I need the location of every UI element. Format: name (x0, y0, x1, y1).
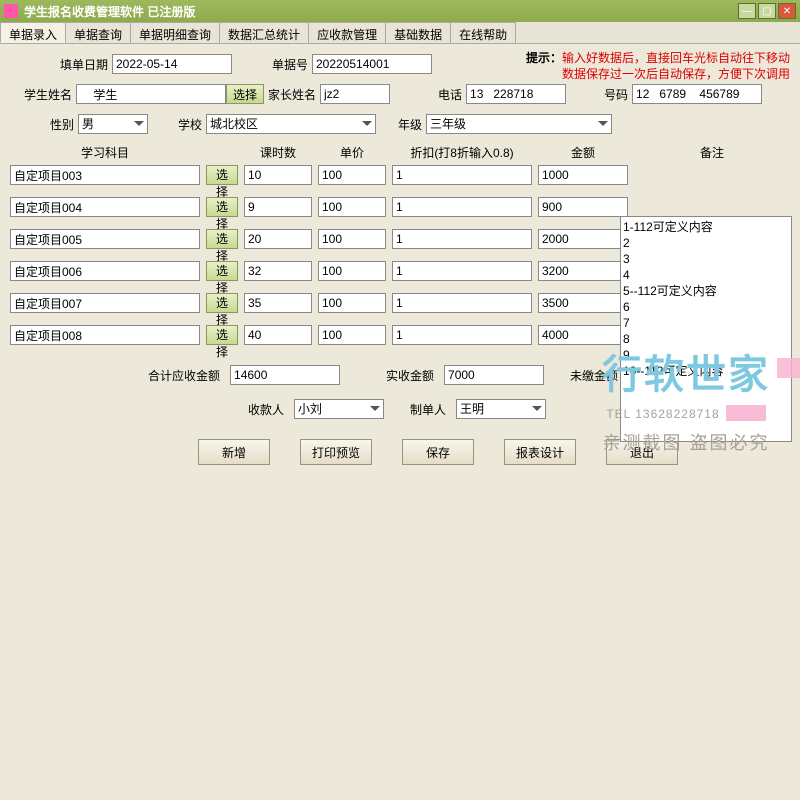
tab-5[interactable]: 基础数据 (385, 22, 451, 43)
total-due-input[interactable] (230, 365, 340, 385)
hours-input[interactable] (244, 293, 312, 313)
select-student-button[interactable]: 选择 (226, 84, 264, 104)
hours-input[interactable] (244, 165, 312, 185)
tab-6[interactable]: 在线帮助 (450, 22, 516, 43)
course-name-input[interactable] (10, 165, 200, 185)
discount-input[interactable] (392, 197, 532, 217)
minimize-button[interactable]: — (738, 3, 756, 19)
hint-text: 提示：输入好数据后，直接回车光标自动往下移动 数据保存过一次后自动保存，方便下次… (526, 50, 790, 82)
label-gender: 性别 (48, 116, 78, 133)
hdr-remark: 备注 (634, 144, 790, 161)
titlebar: 学生报名收费管理软件 已注册版 — ▢ ✕ (0, 0, 800, 22)
parent-name-input[interactable] (320, 84, 390, 104)
doc-no-input[interactable] (312, 54, 432, 74)
tab-bar: 单据录入单据查询单据明细查询数据汇总统计应收款管理基础数据在线帮助 (0, 22, 800, 44)
action-button-0[interactable]: 新增 (198, 439, 270, 465)
label-stu-name: 学生姓名 (22, 86, 76, 103)
course-name-input[interactable] (10, 261, 200, 281)
discount-input[interactable] (392, 229, 532, 249)
watermark-line3: 亲测截图 盗图必究 (602, 429, 770, 455)
close-button[interactable]: ✕ (778, 3, 796, 19)
column-headers: 学习科目 课时数 单价 折扣(打8折输入0.8) 金额 备注 (8, 144, 792, 161)
price-input[interactable] (318, 293, 386, 313)
discount-input[interactable] (392, 165, 532, 185)
select-course-button[interactable]: 选择 (206, 197, 238, 217)
course-name-input[interactable] (10, 197, 200, 217)
amount-input[interactable] (538, 197, 628, 217)
cashier-select[interactable]: 小刘 (294, 399, 384, 419)
label-doc-no: 单据号 (252, 56, 312, 73)
discount-input[interactable] (392, 325, 532, 345)
tab-1[interactable]: 单据查询 (65, 22, 131, 43)
hdr-price: 单价 (318, 144, 386, 161)
hours-input[interactable] (244, 229, 312, 249)
select-course-button[interactable]: 选择 (206, 261, 238, 281)
label-parent: 家长姓名 (264, 86, 320, 103)
tel-input[interactable] (466, 84, 566, 104)
idno-input[interactable] (632, 84, 762, 104)
label-maker: 制单人 (410, 401, 450, 418)
hint-line1: 输入好数据后，直接回车光标自动往下移动 (562, 51, 790, 65)
discount-input[interactable] (392, 261, 532, 281)
hdr-amount: 金额 (538, 144, 628, 161)
grade-select[interactable]: 三年级 (426, 114, 612, 134)
select-course-button[interactable]: 选择 (206, 325, 238, 345)
student-name-input[interactable] (76, 84, 226, 104)
gender-select[interactable]: 男 (78, 114, 148, 134)
course-name-input[interactable] (10, 325, 200, 345)
price-input[interactable] (318, 197, 386, 217)
label-school: 学校 (162, 116, 206, 133)
select-course-button[interactable]: 选择 (206, 293, 238, 313)
course-name-input[interactable] (10, 229, 200, 249)
price-input[interactable] (318, 165, 386, 185)
fill-date-input[interactable] (112, 54, 232, 74)
app-icon (4, 4, 18, 18)
school-select[interactable]: 城北校区 (206, 114, 376, 134)
paid-input[interactable] (444, 365, 544, 385)
amount-input[interactable] (538, 261, 628, 281)
tab-2[interactable]: 单据明细查询 (130, 22, 220, 43)
amount-input[interactable] (538, 293, 628, 313)
label-fill-date: 填单日期 (58, 56, 112, 73)
select-course-button[interactable]: 选择 (206, 229, 238, 249)
price-input[interactable] (318, 261, 386, 281)
label-idno: 号码 (582, 86, 632, 103)
tab-0[interactable]: 单据录入 (0, 22, 66, 43)
label-cashier: 收款人 (248, 401, 288, 418)
amount-input[interactable] (538, 165, 628, 185)
hint-prefix: 提示： (526, 51, 562, 65)
price-input[interactable] (318, 229, 386, 249)
maximize-button[interactable]: ▢ (758, 3, 776, 19)
label-paid: 实收金额 (386, 367, 438, 384)
course-row: 选择 (8, 165, 792, 185)
price-input[interactable] (318, 325, 386, 345)
watermark: 行软世家 TEL 13628228718 亲测截图 盗图必究 (602, 342, 770, 455)
hours-input[interactable] (244, 325, 312, 345)
amount-input[interactable] (538, 229, 628, 249)
hdr-discount: 折扣(打8折输入0.8) (392, 144, 532, 161)
action-button-1[interactable]: 打印预览 (300, 439, 372, 465)
hours-input[interactable] (244, 261, 312, 281)
label-total-due: 合计应收金额 (148, 367, 224, 384)
window-title: 学生报名收费管理软件 已注册版 (24, 3, 736, 20)
discount-input[interactable] (392, 293, 532, 313)
course-row: 选择 (8, 197, 792, 217)
label-grade: 年级 (386, 116, 426, 133)
label-tel: 电话 (410, 86, 466, 103)
hours-input[interactable] (244, 197, 312, 217)
action-button-3[interactable]: 报表设计 (504, 439, 576, 465)
maker-select[interactable]: 王明 (456, 399, 546, 419)
content-area: 提示：输入好数据后，直接回车光标自动往下移动 数据保存过一次后自动保存，方便下次… (0, 44, 800, 475)
hint-line2: 数据保存过一次后自动保存，方便下次调用 (562, 67, 790, 81)
hdr-hours: 课时数 (244, 144, 312, 161)
watermark-big: 行软世家 (602, 342, 770, 400)
tab-4[interactable]: 应收款管理 (308, 22, 386, 43)
hdr-subject: 学习科目 (10, 144, 200, 161)
select-course-button[interactable]: 选择 (206, 165, 238, 185)
tab-3[interactable]: 数据汇总统计 (219, 22, 309, 43)
watermark-tel: TEL 13628228718 (606, 407, 719, 421)
action-button-2[interactable]: 保存 (402, 439, 474, 465)
course-name-input[interactable] (10, 293, 200, 313)
